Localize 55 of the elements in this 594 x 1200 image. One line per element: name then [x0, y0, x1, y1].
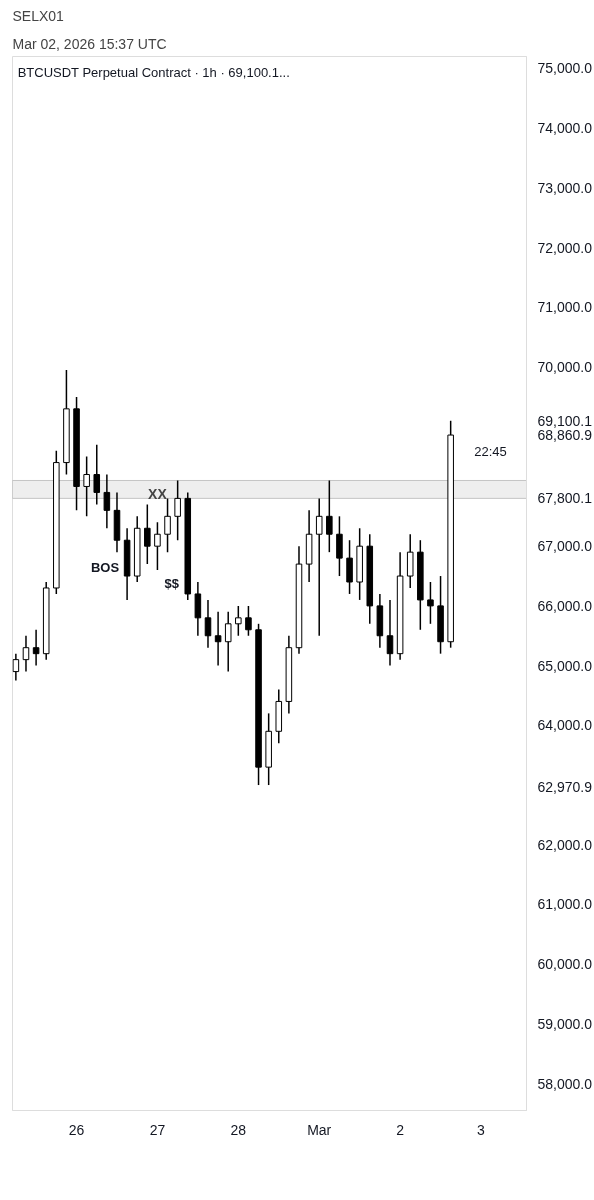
y-tick-label: 73,000.0: [537, 179, 593, 196]
y-tick-label: 59,000.0: [537, 1015, 593, 1032]
y-tick-label: 72,000.0: [537, 239, 593, 256]
candlestick: [326, 479, 333, 553]
candlestick: [22, 635, 30, 673]
candlestick: [336, 515, 343, 577]
candlestick: [315, 497, 323, 637]
x-tick-label: 28: [230, 1121, 247, 1138]
y-tick-label: 66,000.0: [537, 597, 593, 614]
y-tick-label: 64,000.0: [537, 717, 593, 734]
candlestick: [93, 443, 101, 506]
chart-subtitle: Mar 02, 2026 15:37 UTC: [12, 35, 167, 52]
y-tick-label: 69,100.1: [537, 412, 593, 429]
y-tick-label: 65,000.0: [537, 657, 593, 674]
annotation: $$: [164, 576, 180, 591]
candlestick: [204, 599, 212, 649]
candlestick: [346, 539, 353, 595]
candlestick: [103, 473, 111, 530]
y-tick-label: 62,000.0: [537, 836, 593, 853]
candlestick: [164, 497, 171, 553]
y-tick-label: 61,000.0: [537, 896, 593, 913]
annotation: XX: [148, 486, 168, 503]
candlestick: [154, 521, 161, 571]
annotation: 22:45: [474, 444, 507, 460]
x-tick-label: 3: [477, 1121, 486, 1138]
y-tick-label: 71,000.0: [537, 299, 593, 316]
chart-title: SELX01: [12, 7, 65, 24]
candlestick: [194, 581, 202, 637]
y-tick-label: 58,000.0: [537, 1075, 593, 1092]
y-tick-label: 70,000.0: [537, 359, 593, 376]
x-tick-label: Mar: [307, 1121, 332, 1138]
y-tick-label: 68,860.9: [537, 427, 593, 444]
candlestick: [32, 629, 40, 667]
y-tick-label: 67,000.0: [537, 538, 593, 555]
x-tick-label: 27: [149, 1121, 166, 1138]
candlestick: [214, 611, 222, 667]
candlestick: [144, 503, 151, 565]
candlestick: [12, 652, 20, 682]
candlestick: [224, 611, 232, 673]
y-tick-label: 60,000.0: [537, 956, 593, 973]
candlestick: [235, 605, 242, 637]
y-tick-label: 74,000.0: [537, 120, 593, 137]
y-tick-label: 75,000.0: [537, 60, 593, 77]
annotation: BTCUSDT Perpetual Contract · 1h · 69,100.1...: [17, 64, 290, 80]
candlestick: [245, 605, 252, 637]
annotation: BOS: [90, 560, 120, 576]
y-tick-label: 62,970.9: [537, 778, 593, 795]
y-tick-label: 67,800.1: [537, 490, 593, 507]
candlestick: [406, 533, 414, 589]
x-tick-label: 26: [68, 1121, 85, 1138]
candlestick: [83, 455, 90, 518]
candlestick: [427, 581, 434, 625]
candlestick: [386, 599, 394, 667]
candlestick: [174, 479, 181, 541]
x-tick-label: 2: [396, 1121, 405, 1138]
